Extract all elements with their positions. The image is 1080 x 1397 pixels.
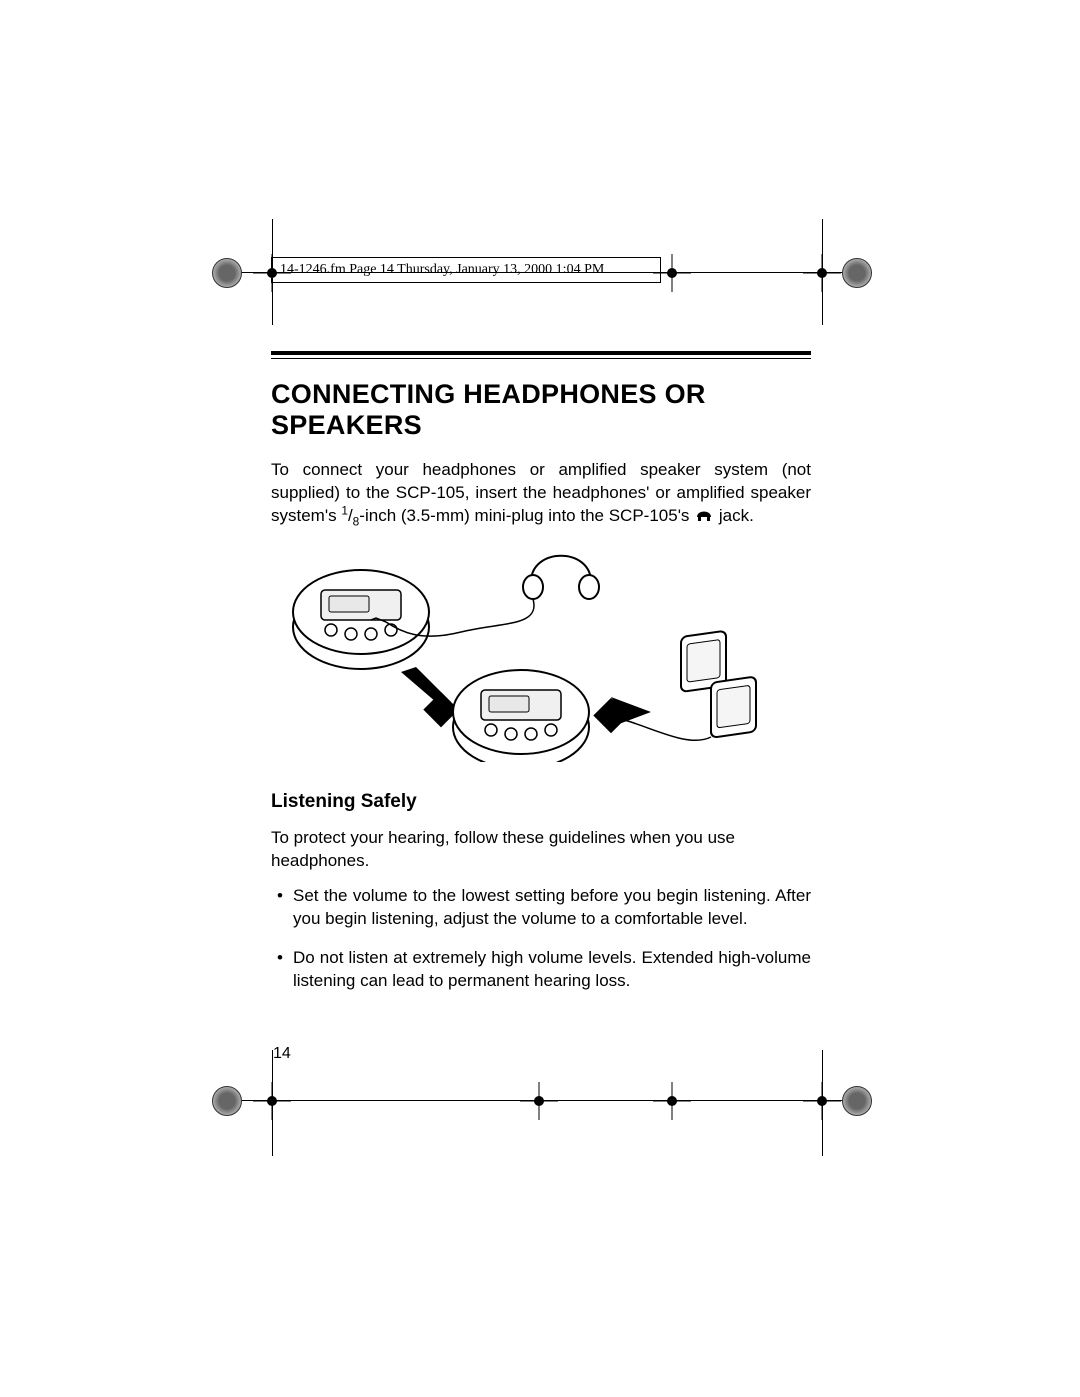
header-stamp: 14-1246.fm Page 14 Thursday, January 13,…: [271, 257, 661, 283]
headphone-icon: [696, 507, 712, 530]
registration-mark-icon: [528, 1090, 550, 1112]
fraction-num: 1: [341, 503, 348, 517]
subheading-listening-safely: Listening Safely: [271, 791, 811, 813]
heading-rule-thick: [271, 351, 811, 355]
section-heading: CONNECTING HEADPHONES OR SPEAKERS: [271, 379, 811, 441]
heading-rule-thin: [271, 358, 811, 359]
registration-circle-icon: [842, 258, 872, 288]
paragraph-safety: To protect your hearing, follow these gu…: [271, 827, 811, 873]
registration-mark-icon: [661, 1090, 683, 1112]
connection-illustration: [271, 542, 811, 767]
bullet-item: Do not listen at extremely high volume l…: [293, 947, 811, 993]
registration-mark-icon: [811, 1090, 833, 1112]
registration-circle-icon: [212, 1086, 242, 1116]
content-column: 14-1246.fm Page 14 Thursday, January 13,…: [271, 257, 811, 1009]
bullet-item: Set the volume to the lowest setting bef…: [293, 885, 811, 931]
registration-circle-icon: [842, 1086, 872, 1116]
registration-mark-icon: [261, 1090, 283, 1112]
page-number: 14: [273, 1045, 291, 1063]
registration-circle-icon: [212, 258, 242, 288]
paragraph-text: jack.: [714, 506, 754, 525]
page: 14-1246.fm Page 14 Thursday, January 13,…: [0, 0, 1080, 1397]
registration-mark-icon: [811, 262, 833, 284]
safety-bullets: Set the volume to the lowest setting bef…: [271, 885, 811, 993]
fraction: 1/8: [341, 506, 359, 525]
paragraph-text: -inch (3.5-mm) mini-plug into the SCP-10…: [359, 506, 694, 525]
paragraph-connect: To connect your headphones or amplified …: [271, 459, 811, 530]
